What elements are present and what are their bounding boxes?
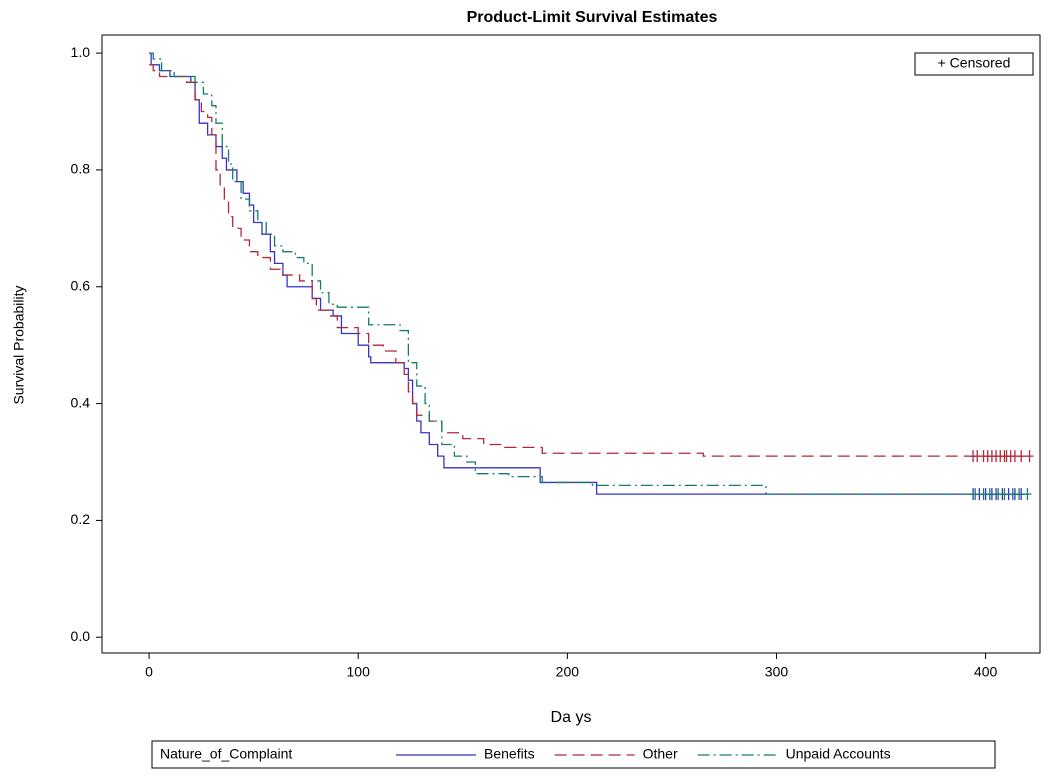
y-tick-label: 1.0	[71, 44, 91, 60]
censor-mark	[1025, 450, 1034, 463]
y-tick-label: 0.6	[71, 277, 91, 293]
censor-mark	[1015, 488, 1024, 501]
y-tick-label: 0.0	[71, 628, 91, 644]
censor-mark	[985, 488, 994, 501]
y-tick-label: 0.2	[71, 511, 91, 527]
x-tick-label: 0	[145, 664, 153, 680]
censored-box	[914, 52, 1034, 76]
x-axis-label: Da ys	[551, 709, 592, 726]
censored-note: + Censored	[938, 55, 1011, 71]
y-tick-label: 0.4	[71, 394, 91, 410]
legend-label: Unpaid Accounts	[786, 746, 891, 762]
chart-title: Product-Limit Survival Estimates	[467, 9, 718, 26]
censor-mark	[1017, 450, 1026, 463]
survival-curve	[149, 52, 1028, 495]
x-tick-label: 200	[556, 664, 580, 680]
plot-frame	[101, 34, 1041, 654]
y-tick-label: 0.8	[71, 161, 91, 177]
legend-label: Other	[643, 746, 678, 762]
x-tick-label: 400	[974, 664, 998, 680]
censor-mark	[971, 488, 980, 501]
censor-mark	[1023, 488, 1032, 501]
x-tick-label: 300	[765, 664, 789, 680]
survival-curve	[149, 52, 1028, 495]
legend-title: Nature_of_Complaint	[160, 746, 292, 762]
survival-curve	[149, 64, 1028, 457]
censor-mark	[1000, 488, 1009, 501]
x-tick-label: 100	[347, 664, 371, 680]
legend-label: Benefits	[484, 746, 535, 762]
y-axis-label: Survival Probability	[11, 285, 27, 404]
